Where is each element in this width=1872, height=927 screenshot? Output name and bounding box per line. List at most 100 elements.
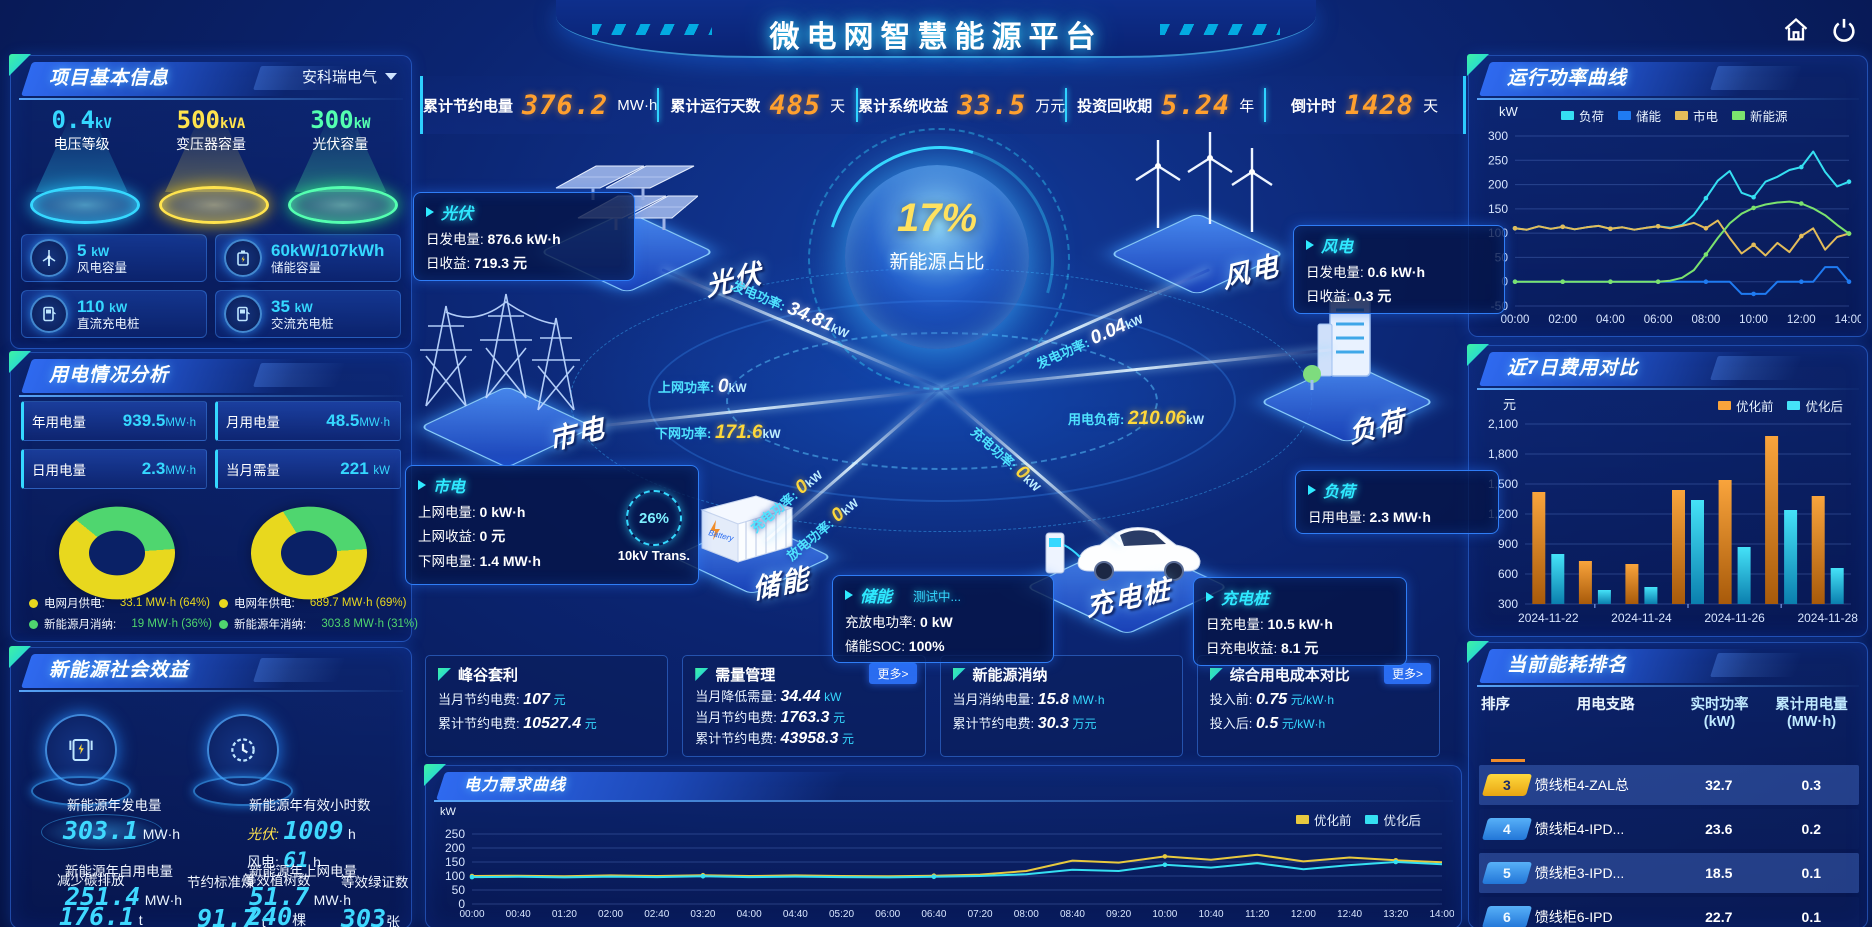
to-grid-value: 51.7 MW·h — [249, 882, 351, 911]
panel-run-power: 运行功率曲线 kW 负荷 储能 市电 新能源 30025020015010050… — [1467, 54, 1868, 337]
pedestal-pv-capacity: 300kW 光伏容量 — [276, 106, 405, 228]
glow-disc — [31, 776, 131, 806]
legend-item[interactable]: 优化前 — [1717, 396, 1773, 415]
power-icon[interactable] — [1830, 16, 1858, 44]
coal-value: 91.7 t — [197, 904, 266, 927]
legend-item[interactable]: 储能 — [1618, 106, 1661, 125]
wind-info-box: 风电 日发电量: 0.6 kW·h 日收益: 0.3 元 — [1293, 225, 1505, 314]
cost-compare-chart[interactable]: 2,100 1,800 1,500 1,200 900 600 300 2024-11-22 2… — [1473, 416, 1861, 628]
svg-text:12:00: 12:00 — [1291, 909, 1316, 920]
legend-item[interactable]: 新能源 — [1732, 106, 1788, 125]
svg-text:00:40: 00:40 — [506, 909, 531, 920]
arrow-icon — [1306, 240, 1314, 250]
rank-badge: 5 — [1481, 862, 1532, 884]
table-row[interactable]: 4 馈线柜4-IPD... 23.6 0.2 — [1479, 809, 1859, 849]
svg-text:10:00: 10:00 — [1739, 314, 1768, 326]
card-corner-icon — [952, 668, 966, 681]
company-dropdown[interactable]: 安科瑞电气 — [302, 66, 397, 87]
load-info-box: 负荷 日用电量: 2.3 MW·h — [1295, 470, 1499, 534]
svg-text:04:00: 04:00 — [737, 909, 762, 920]
card-demand-management: 需量管理 更多> 当月降低需量: 34.44 kW 当月节约电费: 1763.3… — [682, 655, 926, 757]
legend-item[interactable]: 新能源年消纳: 303.8 MW·h (31%) — [219, 616, 418, 632]
svg-text:08:00: 08:00 — [1691, 314, 1720, 326]
legend-item[interactable]: 电网年供电: 689.7 MW·h (69%) — [219, 595, 409, 611]
svg-text:09:20: 09:20 — [1106, 909, 1131, 920]
flow-up-grid: 上网功率: 0kW — [658, 376, 747, 397]
more-button[interactable]: 更多> — [1383, 663, 1431, 684]
gen-value: 303.1 MW·h — [63, 816, 181, 845]
legend-item[interactable]: 优化后 — [1365, 810, 1421, 829]
arrow-icon — [418, 480, 426, 490]
wind-turbine-icon — [30, 239, 68, 277]
panel-title: 当前能耗排名 — [1507, 655, 1628, 676]
title-decoration-right — [1160, 24, 1280, 35]
legend-item[interactable]: 新能源月消纳: 19 MW·h (36%) — [29, 616, 219, 632]
legend-item[interactable]: 市电 — [1675, 106, 1718, 125]
transformer-load-circle: 26% — [626, 490, 682, 546]
demand-curve-chart[interactable]: 250 200 150 100 50 0 00:00 00:40 01:20 02:00 02:40… — [432, 808, 1455, 922]
panel-title: 运行功率曲线 — [1507, 68, 1628, 89]
panel-title: 用电情况分析 — [49, 365, 170, 386]
svg-text:06:00: 06:00 — [1644, 314, 1673, 326]
svg-text:10:00: 10:00 — [1152, 909, 1177, 920]
battery-container-icon: Battery — [700, 495, 794, 563]
rank-badge: 3 — [1481, 774, 1532, 796]
legend-item[interactable]: 优化后 — [1787, 396, 1843, 415]
center-arc — [808, 128, 1070, 390]
svg-text:06:00: 06:00 — [875, 909, 900, 920]
divider — [434, 800, 1453, 802]
ac-charger-icon — [224, 295, 262, 333]
capacity-card-wind: 5 kW 风电容量 — [21, 234, 207, 282]
arrow-icon — [426, 207, 434, 217]
svg-text:11:20: 11:20 — [1245, 909, 1270, 920]
wind-hours: 风电: 61 h — [247, 848, 321, 872]
carbon-label: 减少碳排放 — [57, 873, 125, 888]
battery-icon — [224, 239, 262, 277]
legend-item[interactable]: 优化前 — [1295, 810, 1351, 829]
svg-text:0: 0 — [458, 897, 465, 911]
legend-item[interactable]: 电网月供电: 33.1 MW·h (64%) — [29, 595, 219, 611]
donut-month-legend: 电网月供电: 33.1 MW·h (64%) 新能源月消纳: 19 MW·h (… — [29, 595, 219, 632]
table-row[interactable]: 3 馈线柜4-ZAL总 32.7 0.3 — [1479, 765, 1859, 805]
building-icon — [1303, 297, 1371, 390]
ev-car-icon — [1045, 527, 1201, 581]
ranking-header-row: 排序 用电支路 实时功率 (kW) 累计用电量 (MW·h) — [1481, 697, 1848, 730]
capacity-card-storage: 60kW/107kWh 储能容量 — [215, 234, 401, 282]
panel-cost-compare: 近7日费用对比 元 优化前 优化后 2,100 1,800 1,500 1,200 90… — [1467, 344, 1868, 637]
divider — [19, 690, 403, 692]
pv-hours: 光伏: 1009 h — [247, 816, 356, 845]
divider — [657, 88, 660, 122]
home-icon[interactable] — [1782, 16, 1810, 44]
donut-month-chart[interactable] — [36, 488, 198, 618]
table-row[interactable]: 5 馈线柜3-IPD... 18.5 0.1 — [1479, 853, 1859, 893]
panel-title: 近7日费用对比 — [1507, 358, 1639, 379]
svg-text:02:00: 02:00 — [1548, 314, 1577, 326]
clock-icon — [207, 714, 279, 786]
divider — [1065, 88, 1068, 122]
demand-legend: 优化前 优化后 — [1295, 810, 1421, 829]
card-peak-valley: 峰谷套利 当月节约电费: 107 元 累计节约电费: 10527.4 元 — [425, 655, 669, 757]
svg-text:04:40: 04:40 — [783, 909, 808, 920]
chevron-down-icon — [385, 73, 397, 80]
stat-year-energy: 年用电量 939.5MW·h — [21, 401, 207, 441]
tree-value: 240棵 — [247, 902, 307, 927]
table-row[interactable]: 6 馈线柜6-IPD 22.7 0.1 — [1479, 897, 1859, 927]
cost-legend: 优化前 优化后 — [1717, 396, 1843, 415]
tree-label: 等效植树数 — [243, 873, 311, 888]
svg-text:06:40: 06:40 — [921, 909, 946, 920]
svg-text:04:00: 04:00 — [1596, 314, 1625, 326]
self-use-value: 251.4 MW·h — [65, 882, 183, 911]
run-power-chart[interactable]: 300250200150100500-5000:0002:0004:0006:0… — [1473, 126, 1863, 328]
panel-title: 电力需求曲线 — [464, 777, 567, 794]
svg-text:2024-11-22: 2024-11-22 — [1518, 611, 1579, 625]
svg-text:02:40: 02:40 — [644, 909, 669, 920]
divider — [1477, 98, 1859, 100]
donut-year-chart[interactable] — [228, 488, 390, 618]
arrow-icon — [1206, 592, 1214, 602]
divider — [1477, 388, 1859, 390]
svg-text:14:00: 14:00 — [1835, 314, 1861, 326]
more-button[interactable]: 更多> — [869, 663, 917, 684]
self-use-label: 新能源年自用电量 — [65, 864, 173, 879]
legend-item[interactable]: 负荷 — [1561, 106, 1604, 125]
